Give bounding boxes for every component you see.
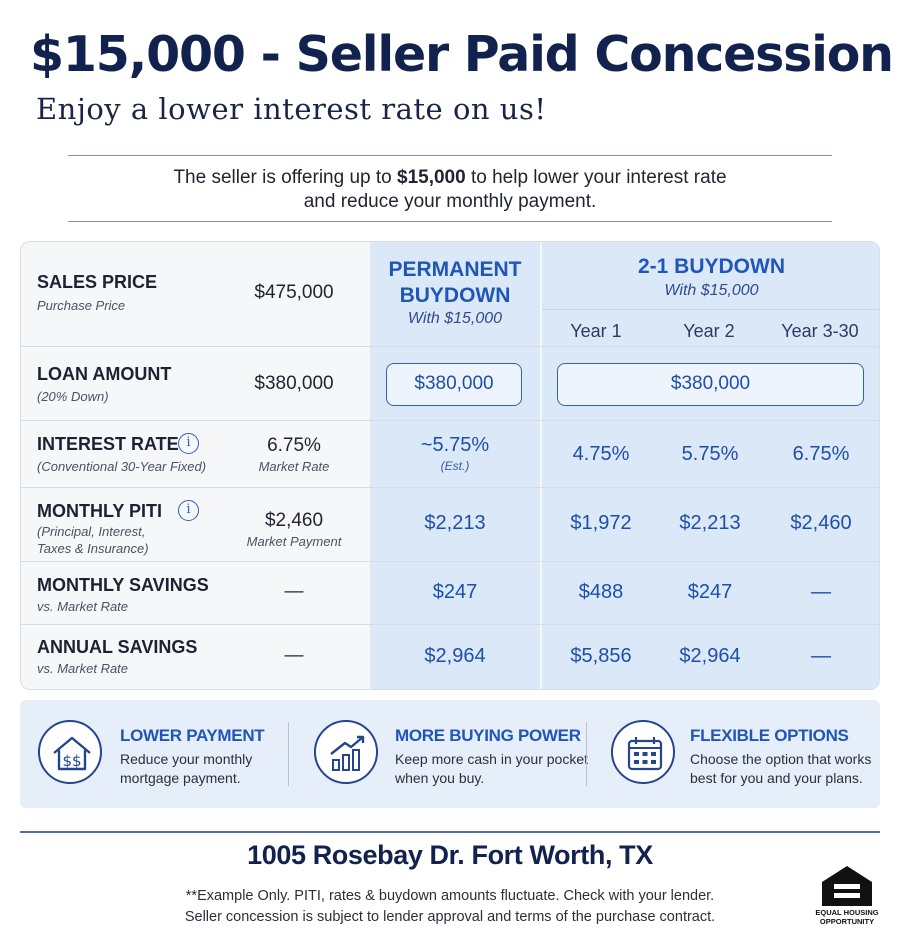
interest-rate-permanent-sub: (Est.) [440,459,470,473]
interest-rate-year-1: 4.75% [572,443,630,465]
monthly-savings-year-3-30: — [811,581,831,603]
page-title: $15,000 - Seller Paid Concession [30,26,894,83]
interest-rate-year-3-30: 6.75% [792,443,850,465]
benefit-text-line2: best for you and your plans. [690,770,863,786]
benefit-text-line1: Keep more cash in your pocket [395,751,588,767]
intro-text: The seller is offering up to $15,000 to … [68,166,832,214]
monthly-piti-market-sub: Market Payment [246,534,342,549]
monthly-piti-year-1: $1,972 [570,512,632,534]
monthly-piti-year-2: $2,213 [679,512,741,534]
loan-amount-buydown: $380,000 [557,363,864,406]
benefits-band: $$ LOWER PAYMENT Reduce your monthly mor… [20,700,880,808]
permanent-with-label: With $15,000 [407,310,503,327]
intro-line2: and reduce your monthly payment. [303,191,597,212]
row-divider [21,420,879,421]
eho-line1: EQUAL HOUSING [815,908,879,917]
benefit-divider [586,722,587,786]
equal-housing-logo [814,862,880,930]
footer-divider [20,831,880,833]
monthly-piti-label: MONTHLY PITI [37,501,163,521]
monthly-savings-year-1: $488 [578,581,624,603]
disclaimer-line2: Seller concession is subject to lender a… [184,909,716,925]
row-divider [21,346,879,347]
benefit-title: FLEXIBLE OPTIONS [690,726,849,745]
annual-savings-year-3-30: — [811,645,831,667]
benefit-title: LOWER PAYMENT [120,726,265,745]
two-one-buydown-header: 2-1 BUYDOWN [637,255,785,278]
row-divider [21,487,879,488]
disclaimer-line1: **Example Only. PITI, rates & buydown am… [185,888,715,904]
eho-line2: OPPORTUNITY [819,917,875,926]
interest-rate-sub: (Conventional 30-Year Fixed) [37,459,207,474]
monthly-piti-sub-line1: (Principal, Interest, [37,524,146,539]
buydown-header-divider [542,309,879,310]
house-dollar-icon: $$ [38,720,102,784]
monthly-savings-market: — [284,581,304,602]
loan-amount-permanent: $380,000 [386,363,522,406]
equal-housing-label: EQUAL HOUSING OPPORTUNITY [808,908,886,926]
svg-text:$$: $$ [62,752,81,770]
permanent-title-line1: PERMANENT [388,258,522,281]
monthly-savings-label: MONTHLY SAVINGS [37,575,209,595]
annual-savings-year-2: $2,964 [679,645,741,667]
annual-savings-sub: vs. Market Rate [37,661,129,676]
info-icon[interactable]: i [178,433,199,454]
intro-after: to help lower your interest rate [465,167,727,188]
growth-chart-icon [314,720,378,784]
monthly-savings-sub: vs. Market Rate [37,599,129,614]
sales-price-sub: Purchase Price [37,298,126,313]
benefit-text: Keep more cash in your pocket when you b… [395,750,588,788]
annual-savings-label: ANNUAL SAVINGS [37,637,198,657]
benefit-divider [288,722,289,786]
intro-amount: $15,000 [397,167,466,188]
row-divider [21,624,879,625]
monthly-piti-market: $2,460 [264,510,324,531]
permanent-buydown-column [370,242,540,689]
disclaimer: **Example Only. PITI, rates & buydown am… [100,886,800,928]
monthly-piti-year-3-30: $2,460 [790,512,852,534]
year-1-header: Year 1 [570,321,622,341]
monthly-piti-sub: (Principal, Interest, Taxes & Insurance) [37,523,149,557]
annual-savings-market: — [284,645,304,666]
benefit-text: Reduce your monthly mortgage payment. [120,750,252,788]
monthly-piti-permanent: $2,213 [424,512,486,534]
benefit-text-line1: Reduce your monthly [120,751,253,767]
annual-savings-permanent: $2,964 [424,645,486,667]
year-2-header: Year 2 [683,321,735,341]
interest-rate-market: 6.75% [267,435,321,456]
benefit-text-line2: when you buy. [395,770,485,786]
interest-rate-year-2: 5.75% [681,443,739,465]
divider-bottom [68,221,832,222]
benefit-text-line2: mortgage payment. [120,770,241,786]
intro-before: The seller is offering up to [173,167,397,188]
benefit-text-line1: Choose the option that works [690,751,872,767]
permanent-title-line2: BUYDOWN [399,284,511,307]
two-one-buydown-column [542,242,879,689]
sales-price-label: SALES PRICE [37,272,158,292]
calendar-icon [611,720,675,784]
property-address: 1005 Rosebay Dr. Fort Worth, TX [247,840,653,870]
monthly-savings-permanent: $247 [432,581,478,603]
row-divider [21,561,879,562]
monthly-savings-year-2: $247 [687,581,733,603]
interest-rate-label: INTEREST RATE [37,434,179,454]
loan-amount-market: $380,000 [254,373,334,394]
loan-amount-label: LOAN AMOUNT [37,364,172,384]
interest-rate-permanent: ~5.75% [420,434,490,456]
divider-top [68,155,832,156]
buydown-with-label: With $15,000 [664,282,759,299]
annual-savings-year-1: $5,856 [570,645,632,667]
sales-price-value: $475,000 [254,282,334,303]
benefit-title: MORE BUYING POWER [395,726,581,745]
permanent-buydown-header: PERMANENT BUYDOWN [370,257,540,309]
benefit-text: Choose the option that works best for yo… [690,750,871,788]
interest-rate-market-sub: Market Rate [258,459,330,474]
info-icon[interactable]: i [178,500,199,521]
year-3-30-header: Year 3-30 [781,321,859,341]
loan-amount-sub: (20% Down) [37,389,109,404]
comparison-table: PERMANENT BUYDOWN With $15,000 2-1 BUYDO… [20,241,880,690]
page-subtitle: Enjoy a lower interest rate on us! [36,92,547,126]
monthly-piti-sub-line2: Taxes & Insurance) [37,541,149,556]
